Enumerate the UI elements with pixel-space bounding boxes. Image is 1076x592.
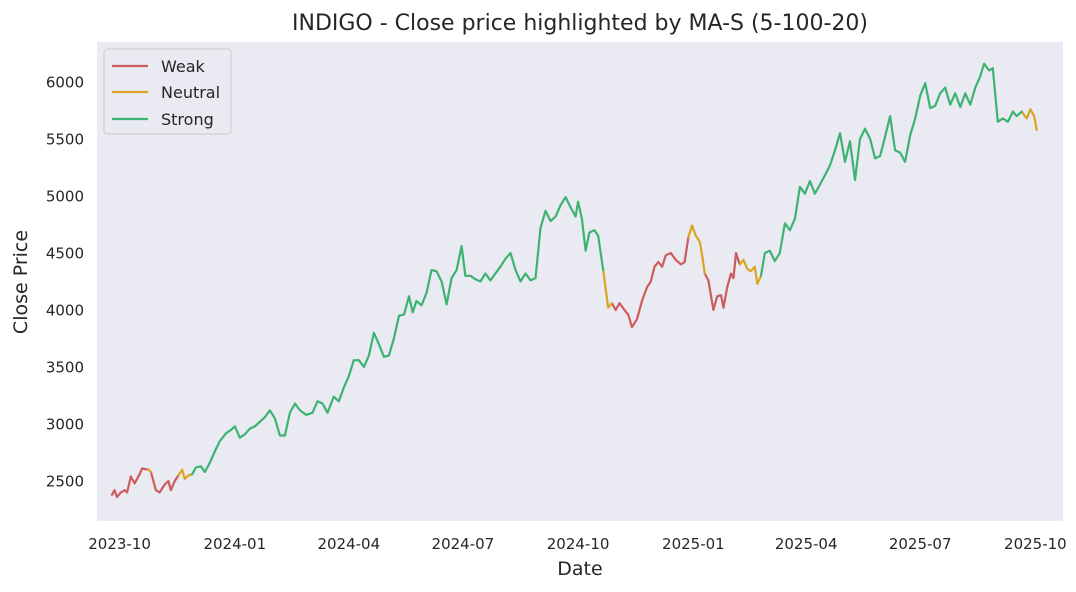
y-axis: 2500 3000 3500 4000 4500 5000 5500 6000 (46, 73, 84, 490)
y-tick-label: 3000 (46, 416, 84, 434)
x-tick-label: 2024-10 (547, 535, 610, 553)
series-line-weak (149, 470, 180, 494)
legend-label-weak: Weak (161, 57, 206, 76)
x-tick-label: 2025-07 (889, 535, 952, 553)
x-tick-label: 2025-04 (775, 535, 838, 553)
x-tick-label: 2023-10 (88, 535, 151, 553)
x-tick-label: 2024-04 (317, 535, 380, 553)
y-tick-label: 2500 (46, 473, 84, 491)
x-tick-label: 2025-10 (1004, 535, 1067, 553)
series-line-neutral (147, 468, 152, 474)
x-axis-title: Date (557, 558, 602, 580)
y-tick-label: 6000 (46, 73, 84, 91)
series-line-neutral (602, 269, 614, 309)
x-tick-label: 2024-01 (203, 535, 266, 553)
y-tick-label: 5500 (46, 130, 84, 148)
series-line-neutral (1020, 108, 1038, 131)
series-line-strong (759, 62, 1023, 277)
series-line-weak (610, 235, 690, 329)
legend: Weak Neutral Strong (103, 48, 232, 135)
y-tick-label: 5000 (46, 188, 84, 206)
legend-label-strong: Strong (161, 110, 214, 129)
y-tick-label: 4500 (46, 245, 84, 263)
series-line-neutral (738, 258, 763, 285)
series-line-neutral (177, 468, 194, 480)
chart-title: INDIGO - Close price highlighted by MA-S… (292, 11, 868, 36)
series-line-weak (703, 251, 741, 312)
x-tick-label: 2025-01 (662, 535, 725, 553)
series-layer (110, 62, 1038, 499)
legend-label-neutral: Neutral (161, 83, 220, 102)
y-tick-label: 4000 (46, 302, 84, 320)
x-axis: 2023-10 2024-01 2024-04 2024-07 2024-10 2025-… (88, 535, 1066, 553)
y-tick-label: 3500 (46, 359, 84, 377)
series-line-strong (191, 196, 605, 476)
plot-area (97, 42, 1063, 521)
legend-frame (103, 48, 232, 135)
series-line-neutral (687, 224, 706, 275)
x-tick-label: 2024-07 (432, 535, 495, 553)
y-axis-title: Close Price (10, 230, 32, 334)
series-line-weak (110, 467, 150, 499)
